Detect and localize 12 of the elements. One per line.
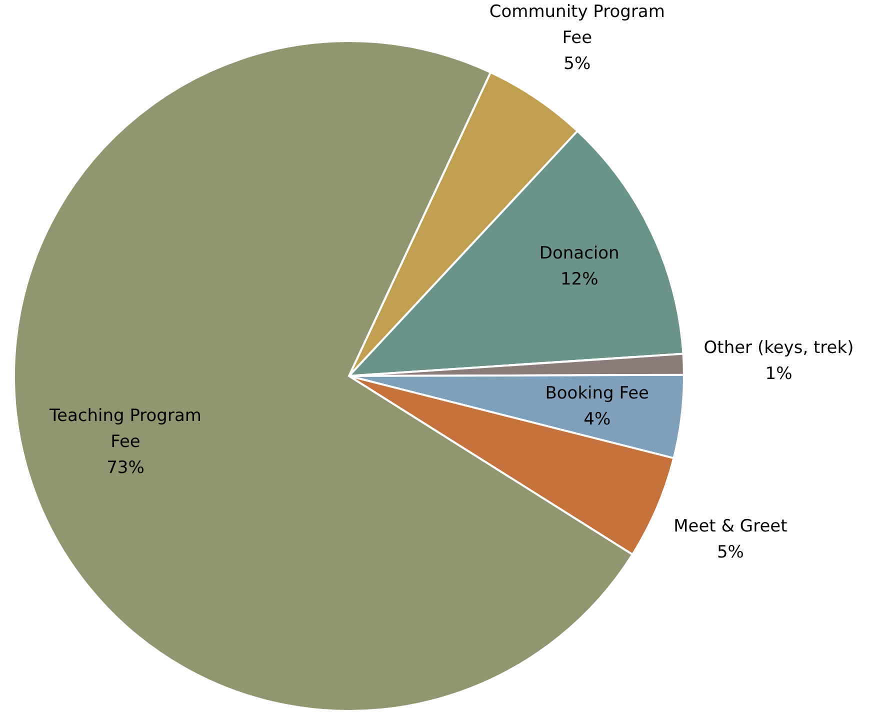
data-label: 12%	[560, 270, 598, 290]
slice-label: Booking Fee	[545, 383, 650, 404]
slice-label: Community Program Fee	[489, 2, 665, 48]
slice-label: Teaching Program Fee	[48, 406, 202, 452]
slice-label: Other (keys, trek)	[704, 338, 854, 358]
slice-label: Meet & Greet	[674, 516, 788, 536]
data-label: 5%	[716, 542, 744, 562]
data-label: 73%	[106, 458, 144, 478]
data-label: 5%	[564, 54, 591, 74]
data-label: 1%	[765, 364, 792, 384]
slice-label: Donacion	[539, 244, 620, 264]
data-label: 4%	[584, 409, 611, 430]
